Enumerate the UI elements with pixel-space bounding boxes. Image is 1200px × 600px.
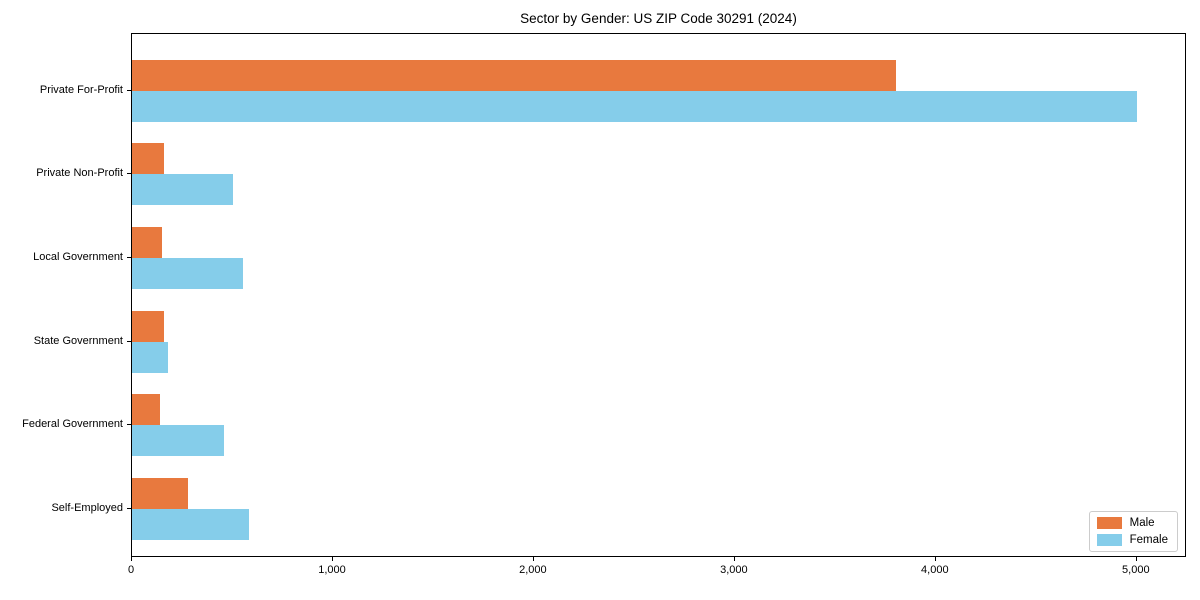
y-tick-mark [127,256,131,258]
y-tick-mark [127,424,131,426]
x-tick-mark [131,557,132,561]
bar-female [132,90,1137,122]
bar-female [132,174,233,206]
legend-label-female: Female [1129,534,1168,546]
x-tick-label: 4,000 [921,564,949,576]
legend-label-male: Male [1129,517,1155,529]
bar-male [132,310,165,342]
x-tick-label: 0 [127,564,135,576]
chart-title: Sector by Gender: US ZIP Code 30291 (202… [520,11,797,26]
x-tick-mark [532,557,534,561]
x-tick-label: 5,000 [1122,564,1150,576]
legend: Male Female [1088,511,1178,552]
bar-female [132,509,249,540]
bar-female [132,425,225,457]
y-tick-mark [127,508,131,509]
plot-area: Male Female [131,33,1186,557]
legend-item-male: Male [1096,517,1168,529]
x-tick-mark [733,557,735,561]
x-tick-mark [934,557,936,561]
y-tick-label: Private For-Profit [39,83,123,96]
x-tick-mark [332,557,333,561]
bar-female [132,257,243,289]
y-tick-mark [127,89,131,91]
y-tick-label: Private Non-Profit [36,167,123,180]
y-tick-label: State Government [33,334,123,347]
y-tick-label: Local Government [33,250,123,263]
x-tick-label: 3,000 [720,564,748,576]
female-series-swatch [1096,534,1122,546]
y-tick-label: Self-Employed [51,502,123,514]
bar-male [132,478,189,509]
bar-male [132,226,163,258]
x-tick-label: 2,000 [519,564,547,576]
legend-item-female: Female [1096,534,1168,546]
y-tick-mark [127,340,131,342]
y-tick-mark [127,173,131,175]
x-tick-mark [1135,557,1137,561]
bar-female [132,341,169,373]
x-tick-label: 1,000 [318,564,346,576]
y-tick-label: Federal Government [22,418,123,431]
bar-male [132,59,896,91]
bar-male [132,394,161,426]
bar-male [132,143,165,175]
male-series-swatch [1096,517,1122,529]
